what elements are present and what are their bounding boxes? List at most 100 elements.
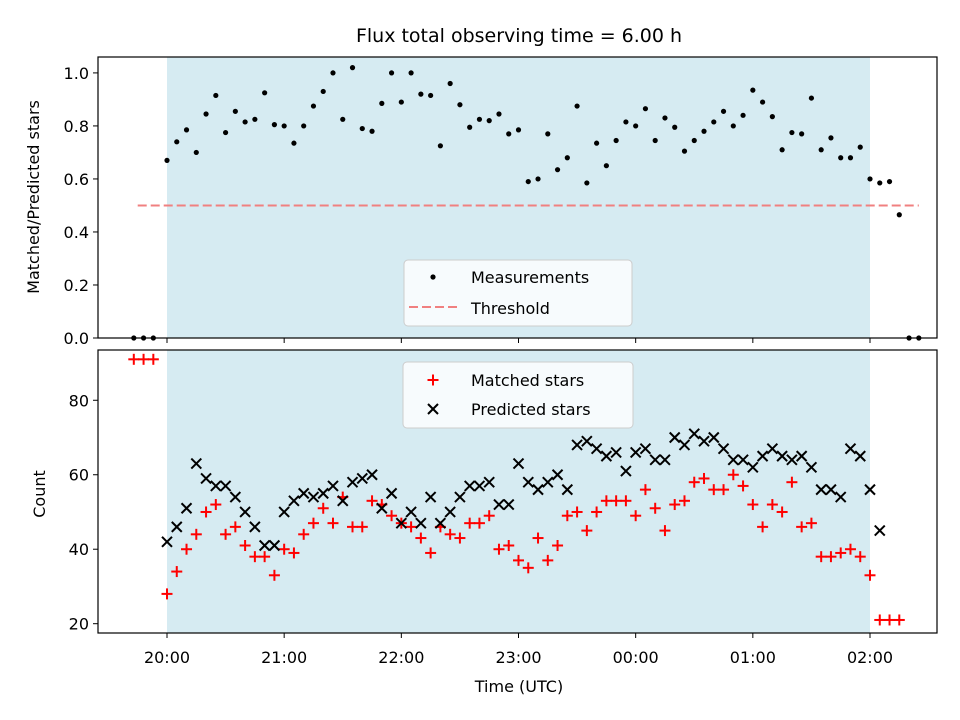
matched-star-point xyxy=(776,506,788,518)
predicted-x-b xyxy=(815,483,827,496)
predicted-star-point xyxy=(278,506,290,518)
measurement-point xyxy=(486,118,492,124)
matched-star-point xyxy=(503,539,515,551)
predicted-x-b xyxy=(415,517,427,529)
bottom-legend-box xyxy=(402,361,634,429)
bottom-y-tick-label: 80 xyxy=(69,391,89,410)
matched-star-point xyxy=(356,521,368,533)
matched-star-point xyxy=(688,476,700,488)
predicted-x-b xyxy=(288,495,300,507)
matched-star-point xyxy=(727,469,739,481)
predicted-star-point xyxy=(610,446,622,459)
matched-star-point xyxy=(630,510,642,522)
measurement-point xyxy=(818,147,824,153)
predicted-x-b xyxy=(717,442,730,455)
measurement-point xyxy=(164,157,170,163)
predicted-x-b xyxy=(600,450,613,462)
legend-matched-label: Matched stars xyxy=(471,371,584,390)
predicted-star-point xyxy=(805,461,818,474)
predicted-x-b xyxy=(581,435,593,447)
measurement-point xyxy=(769,114,775,120)
matched-star-point xyxy=(298,528,310,540)
measurement-point xyxy=(838,155,844,161)
measurement-point xyxy=(232,108,238,114)
measurement-point xyxy=(515,127,522,133)
predicted-x-b xyxy=(786,454,798,466)
predicted-x-b xyxy=(610,446,622,459)
legend-predicted-label: Predicted stars xyxy=(471,400,591,419)
measurement-point xyxy=(554,167,561,173)
measurement-point xyxy=(633,123,639,129)
predicted-star-point xyxy=(756,450,769,462)
predicted-x-b xyxy=(278,506,290,518)
measurement-point xyxy=(603,163,609,169)
predicted-x-b xyxy=(561,483,574,496)
matched-star-point xyxy=(138,353,150,365)
predicted-star-point xyxy=(493,498,505,511)
predicted-x-b xyxy=(629,446,642,459)
predicted-star-point xyxy=(669,431,681,444)
predicted-star-point xyxy=(590,442,603,455)
predicted-x-b xyxy=(327,480,339,492)
matched-star-point xyxy=(454,532,466,544)
predicted-star-point xyxy=(327,480,339,492)
matched-star-point xyxy=(278,543,290,555)
matched-star-point xyxy=(464,517,476,529)
predicted-star-point xyxy=(161,536,173,548)
predicted-star-point xyxy=(649,454,661,466)
measurement-point xyxy=(340,116,346,122)
predicted-star-point xyxy=(835,491,847,503)
predicted-star-point xyxy=(258,539,271,552)
measurement-point xyxy=(545,131,551,137)
measurement-point xyxy=(213,92,219,99)
predicted-star-point xyxy=(786,454,798,466)
predicted-x-b xyxy=(571,439,583,451)
top-axes-frame xyxy=(97,56,938,339)
measurement-point xyxy=(369,128,375,134)
matched-star-point xyxy=(884,614,896,626)
predicted-x-b xyxy=(688,428,700,440)
predicted-star-point xyxy=(434,517,447,529)
measurement-point xyxy=(740,112,746,118)
predicted-star-point xyxy=(766,442,779,455)
predicted-star-point xyxy=(698,435,710,447)
measurement-point xyxy=(750,87,756,93)
predicted-star-point xyxy=(854,450,866,462)
predicted-star-point xyxy=(620,465,632,477)
measurement-point xyxy=(808,95,815,101)
bottom-y-axis-label: Count xyxy=(30,470,49,518)
predicted-x-b xyxy=(766,442,779,455)
measurement-point xyxy=(789,129,795,136)
measurement-point xyxy=(779,147,785,153)
matched-star-point xyxy=(542,554,554,566)
measurement-point xyxy=(857,144,863,150)
measurement-point xyxy=(437,143,443,149)
predicted-star-point xyxy=(581,435,593,447)
x-tick-label: 23:00 xyxy=(495,648,541,667)
predicted-star-point xyxy=(717,442,730,455)
matched-star-point xyxy=(161,588,173,600)
matched-star-point xyxy=(239,539,251,551)
matched-star-point xyxy=(220,528,232,540)
predicted-star-point xyxy=(297,487,310,500)
legend-measurement-marker xyxy=(430,274,436,280)
legend-measurements-label: Measurements xyxy=(471,268,589,287)
predicted-star-point xyxy=(815,483,827,496)
predicted-x-b xyxy=(835,491,847,503)
measurement-point xyxy=(310,103,317,109)
predicted-star-point xyxy=(727,454,740,466)
measurement-point xyxy=(183,127,190,133)
predicted-x-b xyxy=(776,450,788,462)
matched-star-point xyxy=(210,499,222,511)
matched-star-point xyxy=(718,484,730,496)
matched-star-point xyxy=(737,480,749,492)
measurement-point xyxy=(222,129,229,136)
predicted-x-b xyxy=(493,498,505,511)
top-legend: Measurements Threshold xyxy=(403,259,633,327)
predicted-x-b xyxy=(229,491,242,503)
predicted-x-b xyxy=(669,431,681,444)
measurement-point xyxy=(428,92,434,99)
predicted-star-point xyxy=(366,469,378,481)
top-y-axis-label: Matched/Predicted stars xyxy=(24,100,43,294)
bottom-legend: Matched stars Predicted stars xyxy=(402,361,634,429)
